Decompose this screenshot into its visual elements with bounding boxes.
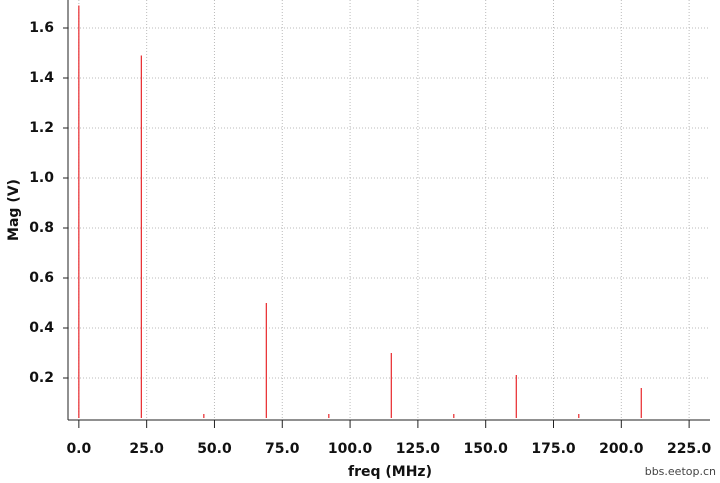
y-tick-label: 0.8 (29, 220, 54, 236)
x-tick-label: 75.0 (265, 441, 300, 457)
x-tick-label: 150.0 (464, 441, 509, 457)
y-tick-label: 1.4 (29, 70, 54, 86)
x-tick-label: 25.0 (129, 441, 164, 457)
x-tick-label: 175.0 (531, 441, 576, 457)
x-tick-label: 225.0 (667, 441, 712, 457)
x-tick-label: 50.0 (197, 441, 232, 457)
y-tick-label: 0.4 (29, 320, 54, 336)
y-tick-label: 1.2 (29, 120, 54, 136)
y-tick-label: 0.6 (29, 270, 54, 286)
watermark: bbs.eetop.cn (645, 465, 716, 478)
x-axis-title: freq (MHz) (348, 464, 432, 480)
y-tick-label: 0.2 (29, 370, 54, 386)
y-tick-label: 1.6 (29, 20, 54, 36)
x-tick-label: 125.0 (396, 441, 441, 457)
y-axis-title: Mag (V) (6, 179, 22, 241)
x-tick-label: 200.0 (599, 441, 644, 457)
y-tick-label: 1.0 (29, 170, 54, 186)
x-tick-label: 100.0 (328, 441, 373, 457)
x-tick-label: 0.0 (66, 441, 91, 457)
